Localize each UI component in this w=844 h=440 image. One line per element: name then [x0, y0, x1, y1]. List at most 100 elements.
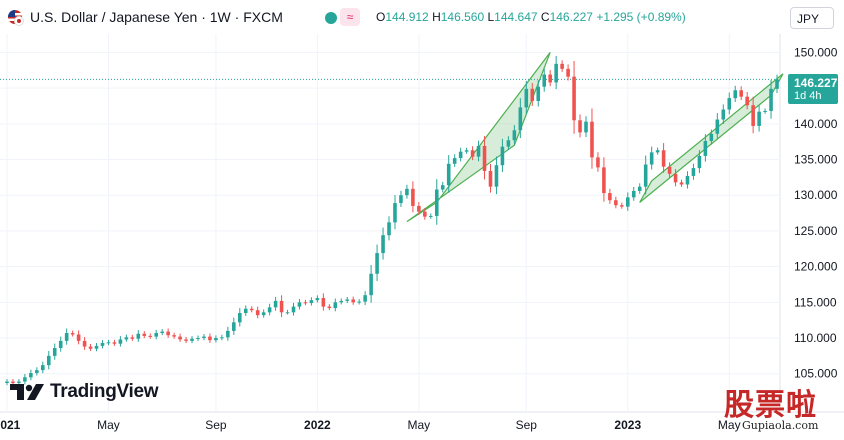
- candle: [452, 154, 457, 168]
- candle-body: [721, 109, 726, 120]
- candle: [142, 331, 147, 339]
- candle: [58, 336, 63, 352]
- candle-body: [679, 182, 684, 185]
- candle-body: [154, 333, 159, 337]
- change-value: +1.295 (+0.89%): [596, 10, 686, 24]
- candle: [237, 308, 242, 327]
- ohlc-legend: O144.912 H146.560 L144.647 C146.227 +1.2…: [376, 10, 686, 24]
- currency-selector[interactable]: JPY: [790, 7, 834, 29]
- candle-body: [190, 338, 194, 341]
- candle-body: [464, 150, 469, 152]
- candle: [70, 330, 75, 337]
- candle: [226, 326, 230, 341]
- candle: [536, 80, 541, 107]
- candle: [578, 114, 582, 138]
- candle-body: [560, 63, 564, 69]
- time-tick-label: 2021: [0, 418, 21, 432]
- candle-body: [369, 273, 373, 296]
- candle-body: [673, 173, 678, 183]
- candle-body: [506, 140, 511, 147]
- candle-body: [387, 222, 391, 236]
- candle-body: [339, 300, 344, 303]
- candle: [434, 179, 439, 225]
- candle-body: [739, 90, 743, 97]
- candle: [148, 333, 153, 339]
- candle-body: [184, 339, 188, 341]
- candle: [506, 136, 511, 151]
- candle-body: [661, 150, 666, 167]
- candle-body: [226, 330, 230, 338]
- candle-body: [88, 346, 93, 349]
- candle-body: [620, 205, 624, 207]
- candle: [220, 334, 224, 341]
- candle-body: [494, 165, 499, 187]
- candle-body: [82, 340, 87, 347]
- time-tick-label: May: [718, 418, 741, 432]
- candle-body: [602, 167, 606, 194]
- candle: [232, 317, 236, 335]
- candle: [775, 74, 779, 94]
- candle: [35, 367, 39, 376]
- candle: [423, 208, 427, 220]
- candle: [602, 157, 606, 202]
- candle-body: [11, 381, 15, 384]
- candle: [41, 361, 45, 374]
- tradingview-logo-icon: [10, 384, 44, 400]
- candle: [339, 298, 344, 305]
- candle: [757, 105, 761, 132]
- candle-body: [220, 337, 224, 339]
- candle-body: [52, 348, 57, 356]
- candle: [703, 134, 708, 162]
- candle-body: [23, 377, 27, 382]
- candle: [5, 379, 9, 386]
- candle-body: [625, 197, 630, 207]
- candle: [285, 309, 290, 315]
- candle: [417, 202, 421, 215]
- candle: [446, 155, 451, 193]
- candle: [315, 295, 320, 303]
- candle: [715, 113, 720, 140]
- price-tick-label: 130.000: [794, 188, 838, 202]
- candle: [249, 306, 254, 313]
- candle: [273, 296, 278, 311]
- candle-body: [303, 302, 308, 304]
- candle-body: [285, 312, 290, 314]
- candle-body: [596, 157, 600, 168]
- candle: [763, 108, 767, 114]
- candle: [88, 343, 93, 352]
- candle: [100, 340, 105, 349]
- candle: [661, 143, 666, 173]
- candle-body: [124, 337, 129, 340]
- price-tick-label: 140.000: [794, 117, 838, 131]
- candle-body: [566, 68, 570, 77]
- candle: [23, 373, 27, 385]
- candle-body: [214, 338, 218, 341]
- candle: [160, 329, 164, 336]
- candle-body: [536, 86, 541, 101]
- candle-body: [41, 365, 45, 371]
- candle-body: [357, 301, 361, 303]
- candle: [357, 299, 361, 305]
- candle: [333, 298, 338, 312]
- candle: [136, 330, 141, 342]
- symbol-title[interactable]: U.S. Dollar / Japanese Yen · 1W · FXCM: [30, 9, 283, 25]
- chart-header: U.S. Dollar / Japanese Yen · 1W · FXCM ≈…: [0, 0, 844, 34]
- candle: [76, 330, 81, 345]
- candle: [679, 179, 684, 187]
- candle-body: [631, 190, 636, 198]
- candle: [655, 147, 660, 155]
- candle-body: [584, 121, 588, 133]
- candle-body: [405, 188, 409, 196]
- candle-body: [76, 334, 81, 341]
- candle-body: [232, 322, 236, 331]
- market-status-badge[interactable]: ≈: [340, 8, 360, 26]
- candle: [279, 295, 284, 318]
- candle: [46, 350, 51, 370]
- candle: [643, 155, 648, 195]
- price-tick-label: 125.000: [794, 224, 838, 238]
- candle: [739, 86, 743, 101]
- candle-body: [763, 110, 767, 112]
- candle: [387, 216, 391, 241]
- candle: [745, 91, 749, 110]
